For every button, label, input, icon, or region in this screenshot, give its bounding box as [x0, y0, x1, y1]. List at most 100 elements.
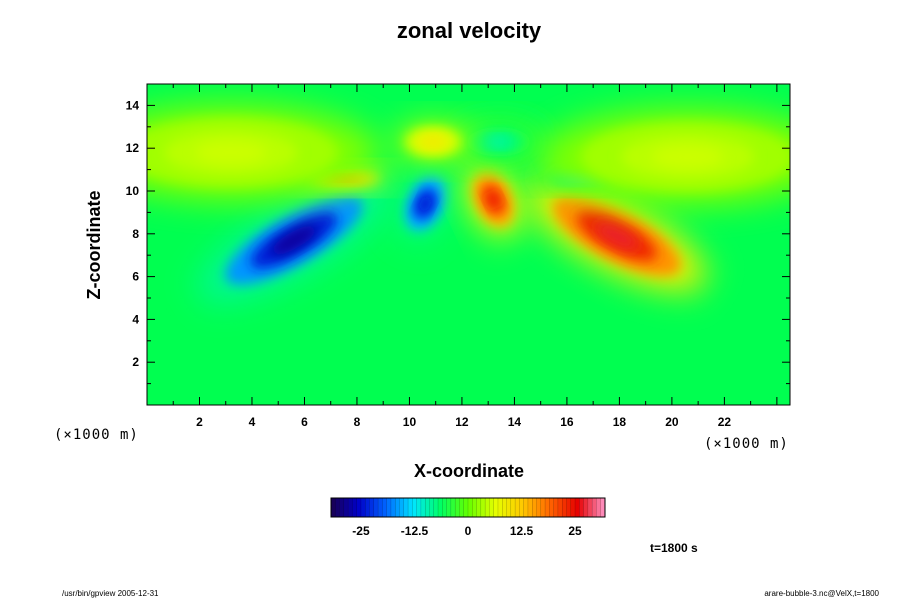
colorbar-cell — [407, 497, 413, 518]
colorbar-cell — [570, 497, 576, 518]
colorbar-cell — [330, 497, 336, 518]
y-axis-ticks: 2 4 6 8 10 12 14 — [126, 98, 790, 385]
velocity-feature-4 — [465, 161, 522, 238]
colorbar-cell — [467, 497, 473, 518]
y-axis-label: Z-coordinate — [84, 190, 104, 299]
colorbar-cell — [365, 497, 371, 518]
x-tick-label: 14 — [508, 415, 522, 429]
plot-frame — [146, 83, 791, 406]
colorbar-cell — [561, 497, 567, 518]
velocity-feature-10 — [538, 107, 790, 206]
velocity-feature-2 — [527, 180, 707, 292]
velocity-feature-8 — [393, 121, 473, 163]
colorbar-cell — [489, 497, 495, 518]
colorbar-cell — [476, 497, 482, 518]
colorbar-cell — [386, 497, 392, 518]
colorbar-cell — [510, 497, 516, 518]
colorbar-cell — [574, 497, 580, 518]
colorbar-cell — [557, 497, 563, 518]
colorbar-cell — [442, 497, 448, 518]
time-label: t=1800 s — [650, 541, 698, 555]
colorbar-cell — [343, 497, 349, 518]
colorbar-cell — [403, 497, 409, 518]
colorbar-cell — [587, 497, 593, 518]
velocity-feature-9 — [147, 103, 381, 202]
velocity-feature-7 — [453, 121, 544, 163]
x-tick-label: 18 — [613, 415, 627, 429]
colorbar-cell — [339, 497, 345, 518]
colorbar-cell — [591, 497, 597, 518]
colorbar-cell — [583, 497, 589, 518]
feature-7-layer-4 — [488, 136, 510, 147]
feature-9-layer-4 — [195, 140, 267, 165]
chart-title: zonal velocity — [397, 18, 542, 43]
y-tick-label: 6 — [132, 270, 139, 284]
colorbar-cell — [523, 497, 529, 518]
colorbar-tick-label: 25 — [568, 524, 582, 538]
colorbar-cell — [502, 497, 508, 518]
x-tick-label: 8 — [354, 415, 361, 429]
y-tick-label: 2 — [132, 355, 139, 369]
velocity-feature-1 — [197, 177, 391, 303]
colorbar-cell — [514, 497, 520, 518]
colorbar-cell — [484, 497, 490, 518]
colorbar-cell — [519, 497, 525, 518]
colorbar-cell — [335, 497, 341, 518]
colorbar-cell — [382, 497, 388, 518]
y-unit-label: (×1000 m) — [54, 427, 139, 443]
y-tick-label: 8 — [132, 227, 139, 241]
colorbar-cell — [399, 497, 405, 518]
x-tick-label: 2 — [196, 415, 203, 429]
feature-1-layer-4 — [271, 225, 317, 256]
colorbar-cell — [450, 497, 456, 518]
x-tick-label: 4 — [249, 415, 256, 429]
colorbar-frame — [330, 497, 606, 518]
colorbar-cell — [540, 497, 546, 518]
colorbar-tick-label: 12.5 — [510, 524, 534, 538]
colorbar-cell — [553, 497, 559, 518]
feature-3-layer-4 — [418, 194, 432, 213]
colorbar-cell — [480, 497, 486, 518]
x-tick-label: 16 — [560, 415, 574, 429]
colorbar-cell — [497, 497, 503, 518]
colorbar-tick-label: -25 — [352, 524, 370, 538]
feature-4-layer-4 — [486, 190, 501, 209]
y-tick-label: 4 — [132, 312, 139, 326]
colorbar-cell — [412, 497, 418, 518]
y-tick-label: 10 — [126, 184, 140, 198]
colorbar: -25 -12.5 0 12.5 25 — [330, 497, 606, 538]
x-tick-label: 20 — [665, 415, 679, 429]
colorbar-cell — [433, 497, 439, 518]
x-tick-label: 10 — [403, 415, 417, 429]
colorbar-cell — [566, 497, 572, 518]
colorbar-cell — [532, 497, 538, 518]
colorbar-cell — [493, 497, 499, 518]
feature-2-layer-4 — [595, 222, 638, 250]
colorbar-cell — [373, 497, 379, 518]
footer-left: /usr/bin/gpview 2005-12-31 — [62, 589, 159, 598]
colorbar-cell — [506, 497, 512, 518]
colorbar-cell — [544, 497, 550, 518]
y-tick-label: 14 — [126, 98, 140, 112]
feature-8-layer-4 — [423, 136, 443, 147]
x-tick-label: 12 — [455, 415, 469, 429]
colorbar-cell — [459, 497, 465, 518]
y-tick-label: 12 — [126, 141, 140, 155]
velocity-feature-3 — [396, 165, 454, 243]
colorbar-cell — [356, 497, 362, 518]
feature-10-layer-4 — [652, 145, 724, 169]
colorbar-cell — [416, 497, 422, 518]
colorbar-cell — [377, 497, 383, 518]
x-tick-label: 22 — [718, 415, 732, 429]
colorbar-cell — [420, 497, 426, 518]
heatmap-features — [147, 103, 790, 303]
colorbar-cell — [390, 497, 396, 518]
colorbar-cell — [446, 497, 452, 518]
x-unit-label: (×1000 m) — [704, 436, 789, 452]
colorbar-cell — [360, 497, 366, 518]
colorbar-cell — [472, 497, 478, 518]
colorbar-tick-label: 0 — [465, 524, 472, 538]
colorbar-cell — [429, 497, 435, 518]
